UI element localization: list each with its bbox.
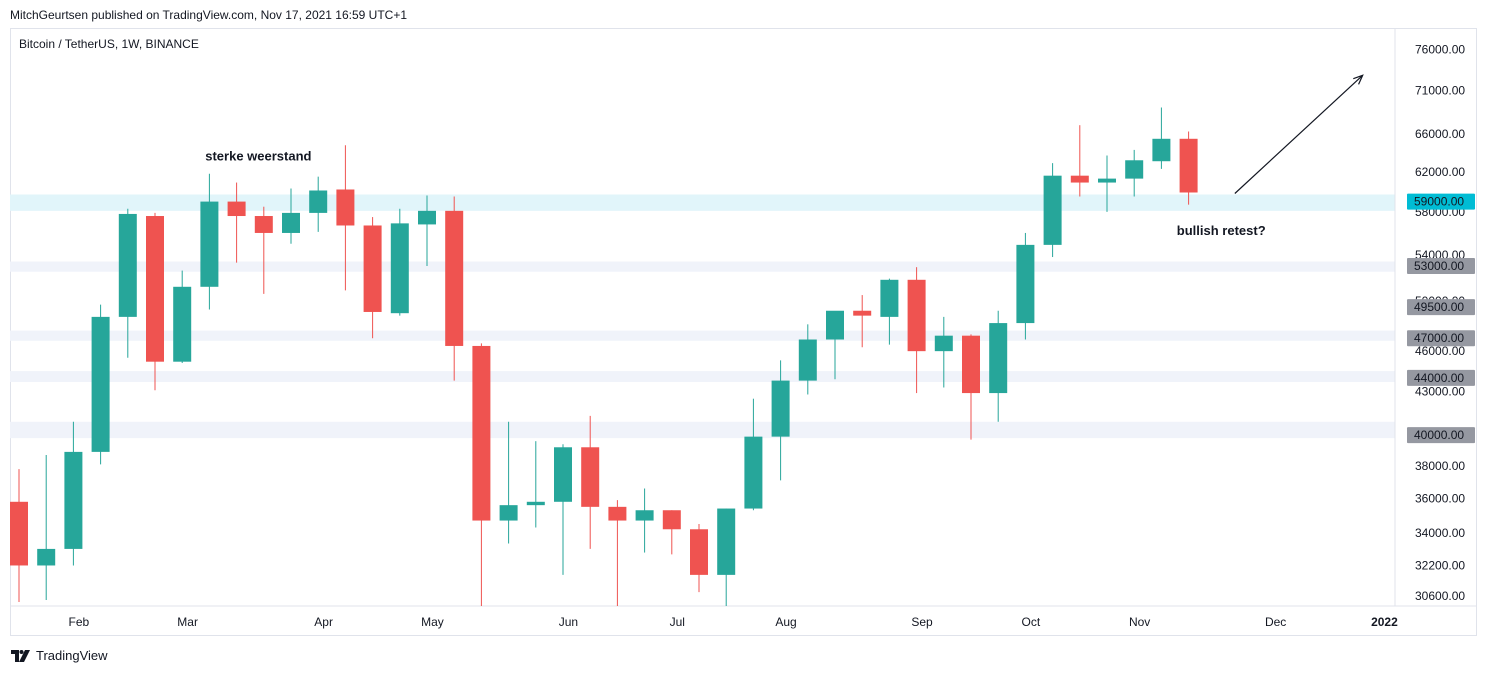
candle-body-28 xyxy=(771,380,790,437)
x-tick-1: Mar xyxy=(177,615,198,629)
candle-body-8 xyxy=(227,201,246,217)
candle-body-33 xyxy=(907,279,926,352)
tradingview-brand[interactable]: TradingView xyxy=(11,648,108,663)
x-tick-5: Jul xyxy=(670,615,685,629)
candle-body-18 xyxy=(499,505,518,521)
x-tick-9: Nov xyxy=(1129,615,1150,629)
candle-body-26 xyxy=(717,508,736,575)
publisher-line: MitchGeurtsen published on TradingView.c… xyxy=(10,8,408,22)
y-tick-8: 43000.00 xyxy=(1415,385,1465,399)
zone-label-box-2 xyxy=(1407,330,1475,347)
candle-body-32 xyxy=(880,279,899,317)
candle-body-6 xyxy=(173,286,192,362)
forecast-arrow-line xyxy=(1234,74,1364,194)
candle-body-36 xyxy=(989,323,1008,394)
forecast-arrow-head xyxy=(1353,74,1364,85)
candle-body-21 xyxy=(581,447,600,507)
brand-name: TradingView xyxy=(36,648,108,663)
candle-body-24 xyxy=(662,510,681,530)
candle-body-3 xyxy=(91,316,110,452)
candle-body-22 xyxy=(608,506,627,521)
x-tick-2: Apr xyxy=(314,615,333,629)
candle-body-5 xyxy=(146,216,164,362)
candle-body-9 xyxy=(254,216,273,233)
y-tick-11: 34000.00 xyxy=(1415,526,1465,540)
x-tick-0: Feb xyxy=(68,615,89,629)
zone-label-4: 40000.00 xyxy=(1414,428,1464,442)
x-tick-11: 2022 xyxy=(1371,615,1398,629)
candle-body-14 xyxy=(390,223,409,314)
zone-label-box-1 xyxy=(1407,258,1475,275)
zone-label-1: 53000.00 xyxy=(1414,259,1464,273)
candle-body-30 xyxy=(826,310,844,340)
x-tick-3: May xyxy=(421,615,444,629)
zone-label-2: 47000.00 xyxy=(1414,331,1464,345)
x-tick-8: Oct xyxy=(1022,615,1041,629)
y-tick-9: 38000.00 xyxy=(1415,459,1465,473)
candle-body-13 xyxy=(363,225,382,312)
candle-body-29 xyxy=(798,339,817,381)
zone-band-4 xyxy=(10,421,1395,439)
y-tick-1: 71000.00 xyxy=(1415,83,1465,97)
candle-body-39 xyxy=(1070,175,1089,183)
candle-body-4 xyxy=(118,213,137,317)
zone-label-box-5 xyxy=(1407,299,1475,316)
y-tick-10: 36000.00 xyxy=(1415,491,1465,505)
annotation-0: sterke weerstand xyxy=(205,148,311,163)
y-tick-0: 76000.00 xyxy=(1415,42,1465,56)
candle-body-19 xyxy=(526,501,545,506)
candle-body-37 xyxy=(1016,244,1035,324)
x-tick-7: Sep xyxy=(911,615,933,629)
y-tick-13: 30600.00 xyxy=(1415,589,1465,603)
candle-body-1 xyxy=(37,548,56,566)
candle-body-25 xyxy=(690,529,708,575)
y-tick-3: 62000.00 xyxy=(1415,165,1465,179)
candle-body-43 xyxy=(1179,138,1198,193)
zone-band-3 xyxy=(10,371,1395,382)
candle-body-17 xyxy=(472,345,491,521)
candle-body-11 xyxy=(309,190,328,213)
candle-body-27 xyxy=(744,436,763,509)
candle-body-15 xyxy=(418,210,436,225)
candle-body-35 xyxy=(962,335,980,394)
zone-band-2 xyxy=(10,330,1395,341)
tradingview-logo-icon xyxy=(11,649,30,662)
x-tick-10: Dec xyxy=(1265,615,1286,629)
candle-body-34 xyxy=(934,335,953,352)
zone-band-1 xyxy=(10,261,1395,272)
zone-label-box-0 xyxy=(1407,193,1475,210)
candle-body-41 xyxy=(1125,160,1144,179)
zone-label-3: 44000.00 xyxy=(1414,371,1464,385)
candle-body-23 xyxy=(635,510,654,521)
zone-label-box-3 xyxy=(1407,369,1475,386)
candle-body-7 xyxy=(200,201,219,287)
zone-label-box-4 xyxy=(1407,427,1475,444)
candlestick-chart[interactable]: sterke weerstand bullish retest? Bitcoin /… xyxy=(10,28,1477,636)
candle-body-42 xyxy=(1152,138,1171,162)
candle-body-0 xyxy=(10,501,28,566)
candle-body-31 xyxy=(853,310,872,316)
candle-body-38 xyxy=(1043,175,1062,245)
x-tick-6: Aug xyxy=(775,615,796,629)
candle-body-2 xyxy=(64,451,83,549)
zone-label-0: 59000.00 xyxy=(1414,195,1464,209)
x-tick-4: Jun xyxy=(559,615,578,629)
candle-body-10 xyxy=(282,212,300,233)
candle-body-40 xyxy=(1098,178,1116,183)
zone-label-5: 49500.00 xyxy=(1414,300,1464,314)
candle-body-20 xyxy=(554,447,572,502)
y-tick-12: 32200.00 xyxy=(1415,558,1465,572)
annotation-1: bullish retest? xyxy=(1177,223,1266,238)
candle-body-16 xyxy=(445,210,464,346)
chart-title: Bitcoin / TetherUS, 1W, BINANCE xyxy=(19,37,199,51)
candle-body-12 xyxy=(336,189,355,226)
y-tick-7: 46000.00 xyxy=(1415,344,1465,358)
y-tick-2: 66000.00 xyxy=(1415,127,1465,141)
